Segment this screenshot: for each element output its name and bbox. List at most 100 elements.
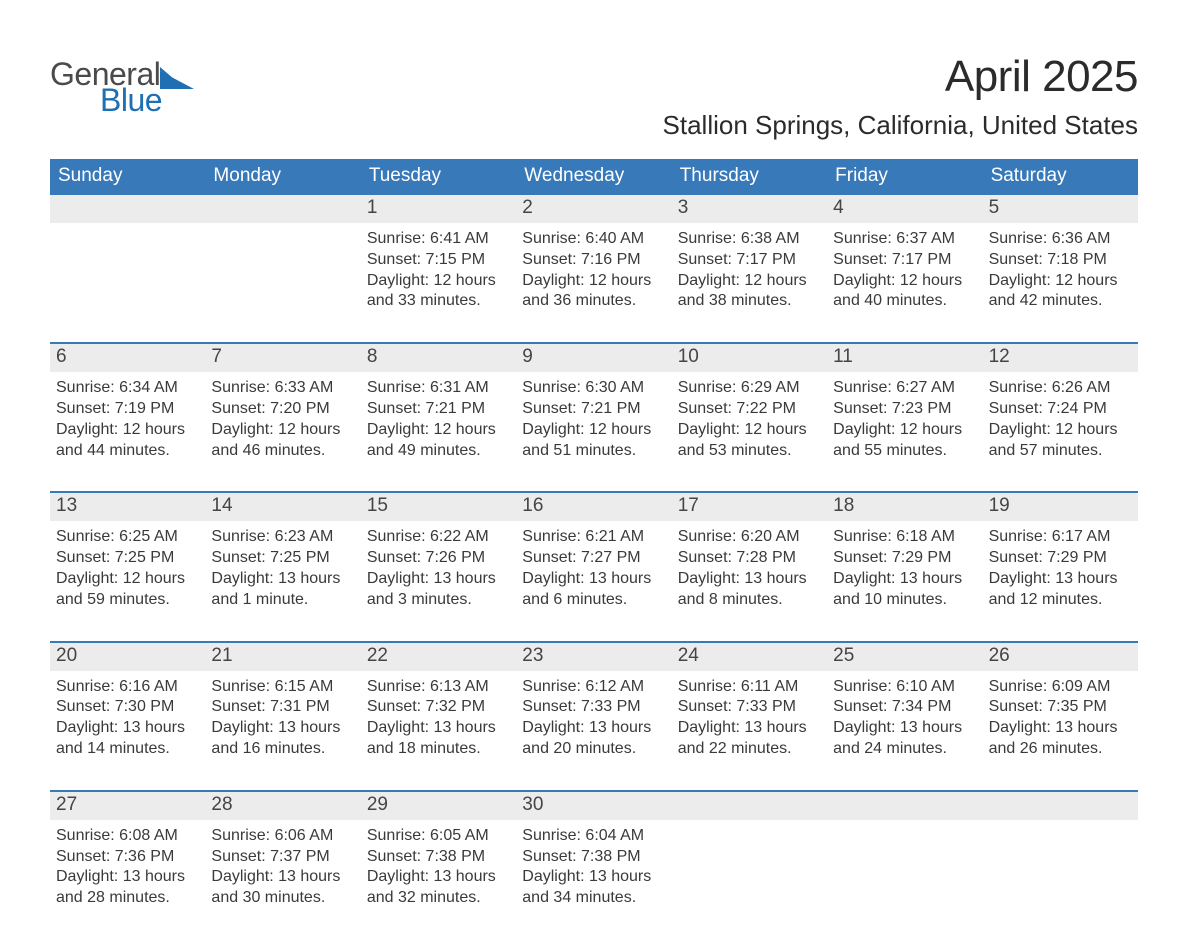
calendar-page: General Blue April 2025 Stallion Springs… — [0, 0, 1188, 918]
daylight-text-line2: and 8 minutes. — [678, 590, 821, 611]
day-number: 13 — [50, 493, 205, 521]
location-text: Stallion Springs, California, United Sta… — [663, 110, 1138, 141]
sunrise-text: Sunrise: 6:33 AM — [211, 378, 354, 399]
day-number-strip: 12345 — [50, 195, 1138, 223]
sunrise-text: Sunrise: 6:13 AM — [367, 677, 510, 698]
title-area: April 2025 Stallion Springs, California,… — [663, 40, 1138, 155]
daylight-text-line2: and 30 minutes. — [211, 888, 354, 909]
day-number: 25 — [827, 643, 982, 671]
day-number: 5 — [983, 195, 1138, 223]
daylight-text-line2: and 36 minutes. — [522, 291, 665, 312]
day-number: 20 — [50, 643, 205, 671]
sunset-text: Sunset: 7:29 PM — [989, 548, 1132, 569]
logo-word-2: Blue — [100, 84, 162, 116]
sunrise-text: Sunrise: 6:09 AM — [989, 677, 1132, 698]
sunset-text: Sunset: 7:29 PM — [833, 548, 976, 569]
day-cell: Sunrise: 6:29 AMSunset: 7:22 PMDaylight:… — [672, 372, 827, 491]
day-number: 9 — [516, 344, 671, 372]
week-row: 13141516171819Sunrise: 6:25 AMSunset: 7:… — [50, 491, 1138, 640]
sunrise-text: Sunrise: 6:38 AM — [678, 229, 821, 250]
sunrise-text: Sunrise: 6:37 AM — [833, 229, 976, 250]
day-number: 17 — [672, 493, 827, 521]
day-number: 21 — [205, 643, 360, 671]
weekday-monday: Monday — [205, 159, 360, 195]
header-area: General Blue April 2025 Stallion Springs… — [50, 40, 1138, 155]
day-cell: Sunrise: 6:22 AMSunset: 7:26 PMDaylight:… — [361, 521, 516, 640]
day-cell: Sunrise: 6:20 AMSunset: 7:28 PMDaylight:… — [672, 521, 827, 640]
daylight-text-line1: Daylight: 13 hours — [56, 718, 199, 739]
daylight-text-line2: and 6 minutes. — [522, 590, 665, 611]
daylight-text-line2: and 49 minutes. — [367, 441, 510, 462]
sunset-text: Sunset: 7:28 PM — [678, 548, 821, 569]
calendar-grid: Sunday Monday Tuesday Wednesday Thursday… — [50, 159, 1138, 939]
day-cell: Sunrise: 6:23 AMSunset: 7:25 PMDaylight:… — [205, 521, 360, 640]
sunset-text: Sunset: 7:35 PM — [989, 697, 1132, 718]
sunrise-text: Sunrise: 6:27 AM — [833, 378, 976, 399]
daylight-text-line1: Daylight: 12 hours — [678, 420, 821, 441]
day-cell: Sunrise: 6:27 AMSunset: 7:23 PMDaylight:… — [827, 372, 982, 491]
daylight-text-line1: Daylight: 13 hours — [367, 867, 510, 888]
sunrise-text: Sunrise: 6:12 AM — [522, 677, 665, 698]
day-number: 2 — [516, 195, 671, 223]
sunset-text: Sunset: 7:34 PM — [833, 697, 976, 718]
sunrise-text: Sunrise: 6:15 AM — [211, 677, 354, 698]
day-number — [205, 195, 360, 223]
day-cell: Sunrise: 6:10 AMSunset: 7:34 PMDaylight:… — [827, 671, 982, 790]
week-row: 6789101112Sunrise: 6:34 AMSunset: 7:19 P… — [50, 342, 1138, 491]
day-number-strip: 27282930 — [50, 792, 1138, 820]
sunset-text: Sunset: 7:30 PM — [56, 697, 199, 718]
sunrise-text: Sunrise: 6:18 AM — [833, 527, 976, 548]
day-number: 22 — [361, 643, 516, 671]
day-number: 29 — [361, 792, 516, 820]
day-number: 12 — [983, 344, 1138, 372]
weekday-saturday: Saturday — [983, 159, 1138, 195]
day-number-strip: 20212223242526 — [50, 643, 1138, 671]
sunrise-text: Sunrise: 6:16 AM — [56, 677, 199, 698]
day-cell: Sunrise: 6:05 AMSunset: 7:38 PMDaylight:… — [361, 820, 516, 939]
day-cell: Sunrise: 6:34 AMSunset: 7:19 PMDaylight:… — [50, 372, 205, 491]
sunrise-text: Sunrise: 6:29 AM — [678, 378, 821, 399]
weekday-thursday: Thursday — [672, 159, 827, 195]
day-cell: Sunrise: 6:12 AMSunset: 7:33 PMDaylight:… — [516, 671, 671, 790]
daylight-text-line2: and 44 minutes. — [56, 441, 199, 462]
daylight-text-line2: and 34 minutes. — [522, 888, 665, 909]
day-number: 1 — [361, 195, 516, 223]
sunset-text: Sunset: 7:21 PM — [367, 399, 510, 420]
daylight-text-line2: and 12 minutes. — [989, 590, 1132, 611]
daylight-text-line1: Daylight: 12 hours — [989, 271, 1132, 292]
daylight-text-line2: and 33 minutes. — [367, 291, 510, 312]
weekday-wednesday: Wednesday — [516, 159, 671, 195]
month-title: April 2025 — [663, 52, 1138, 102]
daylight-text-line2: and 55 minutes. — [833, 441, 976, 462]
day-number: 15 — [361, 493, 516, 521]
daylight-text-line1: Daylight: 12 hours — [56, 420, 199, 441]
day-cell: Sunrise: 6:18 AMSunset: 7:29 PMDaylight:… — [827, 521, 982, 640]
daylight-text-line1: Daylight: 12 hours — [989, 420, 1132, 441]
daylight-text-line2: and 24 minutes. — [833, 739, 976, 760]
daylight-text-line1: Daylight: 13 hours — [367, 718, 510, 739]
week-row: 27282930Sunrise: 6:08 AMSunset: 7:36 PMD… — [50, 790, 1138, 939]
daylight-text-line1: Daylight: 13 hours — [989, 569, 1132, 590]
sunset-text: Sunset: 7:20 PM — [211, 399, 354, 420]
day-number: 4 — [827, 195, 982, 223]
sunrise-text: Sunrise: 6:21 AM — [522, 527, 665, 548]
daylight-text-line2: and 53 minutes. — [678, 441, 821, 462]
daylight-text-line1: Daylight: 13 hours — [522, 569, 665, 590]
day-number — [827, 792, 982, 820]
sunrise-text: Sunrise: 6:40 AM — [522, 229, 665, 250]
day-cell: Sunrise: 6:16 AMSunset: 7:30 PMDaylight:… — [50, 671, 205, 790]
sunset-text: Sunset: 7:25 PM — [56, 548, 199, 569]
daylight-text-line1: Daylight: 13 hours — [989, 718, 1132, 739]
sunset-text: Sunset: 7:23 PM — [833, 399, 976, 420]
day-number-strip: 13141516171819 — [50, 493, 1138, 521]
day-number: 26 — [983, 643, 1138, 671]
daylight-text-line1: Daylight: 13 hours — [833, 718, 976, 739]
daylight-text-line1: Daylight: 12 hours — [211, 420, 354, 441]
sunrise-text: Sunrise: 6:11 AM — [678, 677, 821, 698]
sunset-text: Sunset: 7:21 PM — [522, 399, 665, 420]
day-cell: Sunrise: 6:13 AMSunset: 7:32 PMDaylight:… — [361, 671, 516, 790]
daylight-text-line1: Daylight: 12 hours — [833, 271, 976, 292]
daylight-text-line1: Daylight: 13 hours — [211, 867, 354, 888]
sunset-text: Sunset: 7:27 PM — [522, 548, 665, 569]
sunset-text: Sunset: 7:32 PM — [367, 697, 510, 718]
